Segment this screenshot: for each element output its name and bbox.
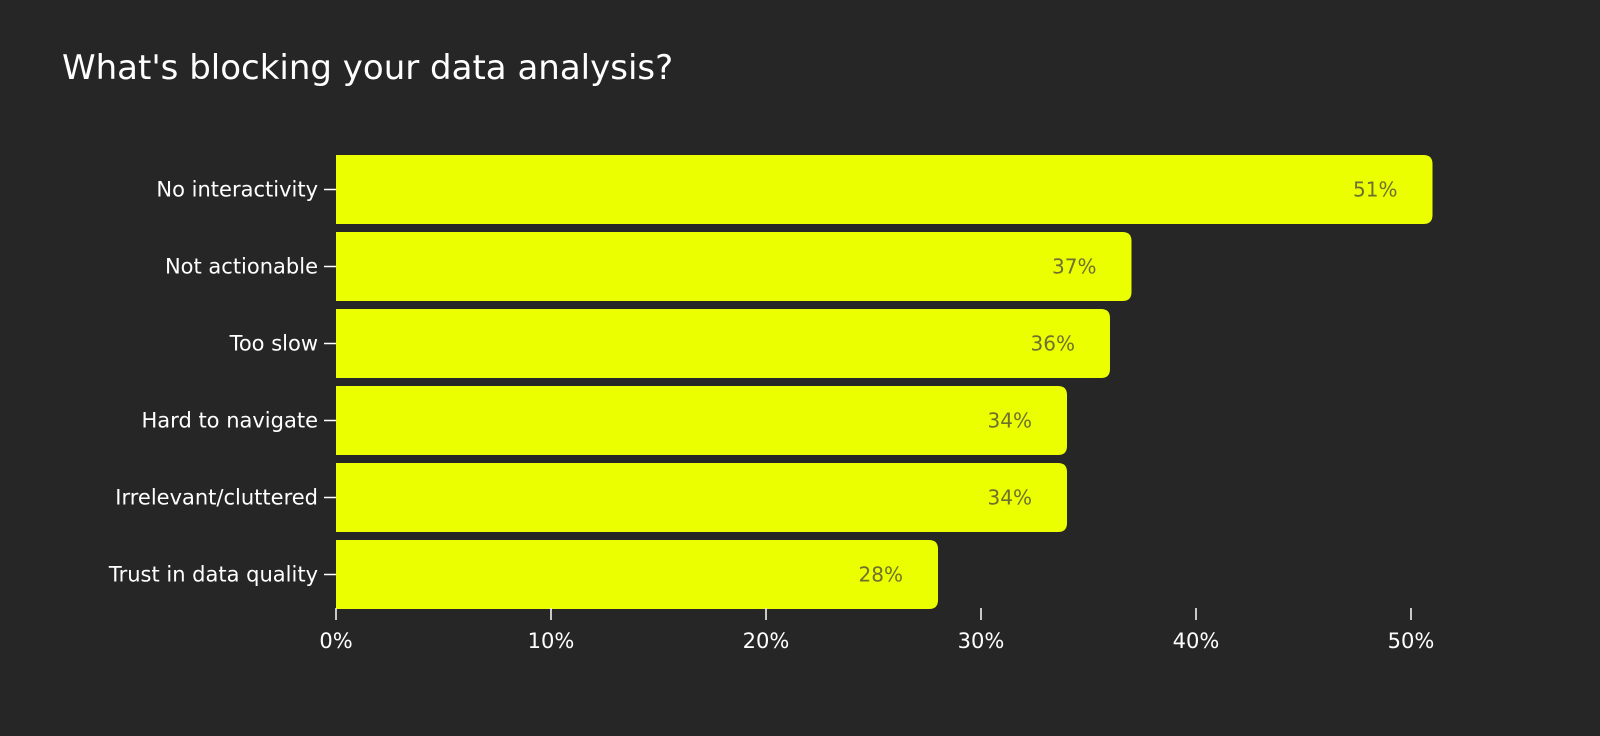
data-label: 28% — [859, 563, 903, 587]
bar — [336, 309, 1110, 378]
data-label: 34% — [988, 486, 1032, 510]
bar — [336, 155, 1433, 224]
data-label: 37% — [1052, 255, 1096, 279]
x-tick-label: 50% — [1388, 629, 1435, 653]
category-label: Too slow — [229, 332, 318, 356]
bar — [336, 540, 938, 609]
x-tick-label: 40% — [1173, 629, 1220, 653]
x-tick-label: 10% — [528, 629, 575, 653]
data-label: 34% — [988, 409, 1032, 433]
category-label: Irrelevant/cluttered — [115, 486, 318, 510]
bar — [336, 463, 1067, 532]
bar — [336, 232, 1132, 301]
x-tick-label: 30% — [958, 629, 1005, 653]
category-label: Trust in data quality — [108, 563, 318, 587]
category-label: Not actionable — [165, 255, 318, 279]
x-tick-label: 0% — [319, 629, 352, 653]
data-label: 51% — [1353, 178, 1397, 202]
chart-title: What's blocking your data analysis? — [62, 48, 674, 88]
category-label: Hard to navigate — [142, 409, 318, 433]
bar — [336, 386, 1067, 455]
x-tick-label: 20% — [743, 629, 790, 653]
data-label: 36% — [1031, 332, 1075, 356]
category-label: No interactivity — [156, 178, 318, 202]
